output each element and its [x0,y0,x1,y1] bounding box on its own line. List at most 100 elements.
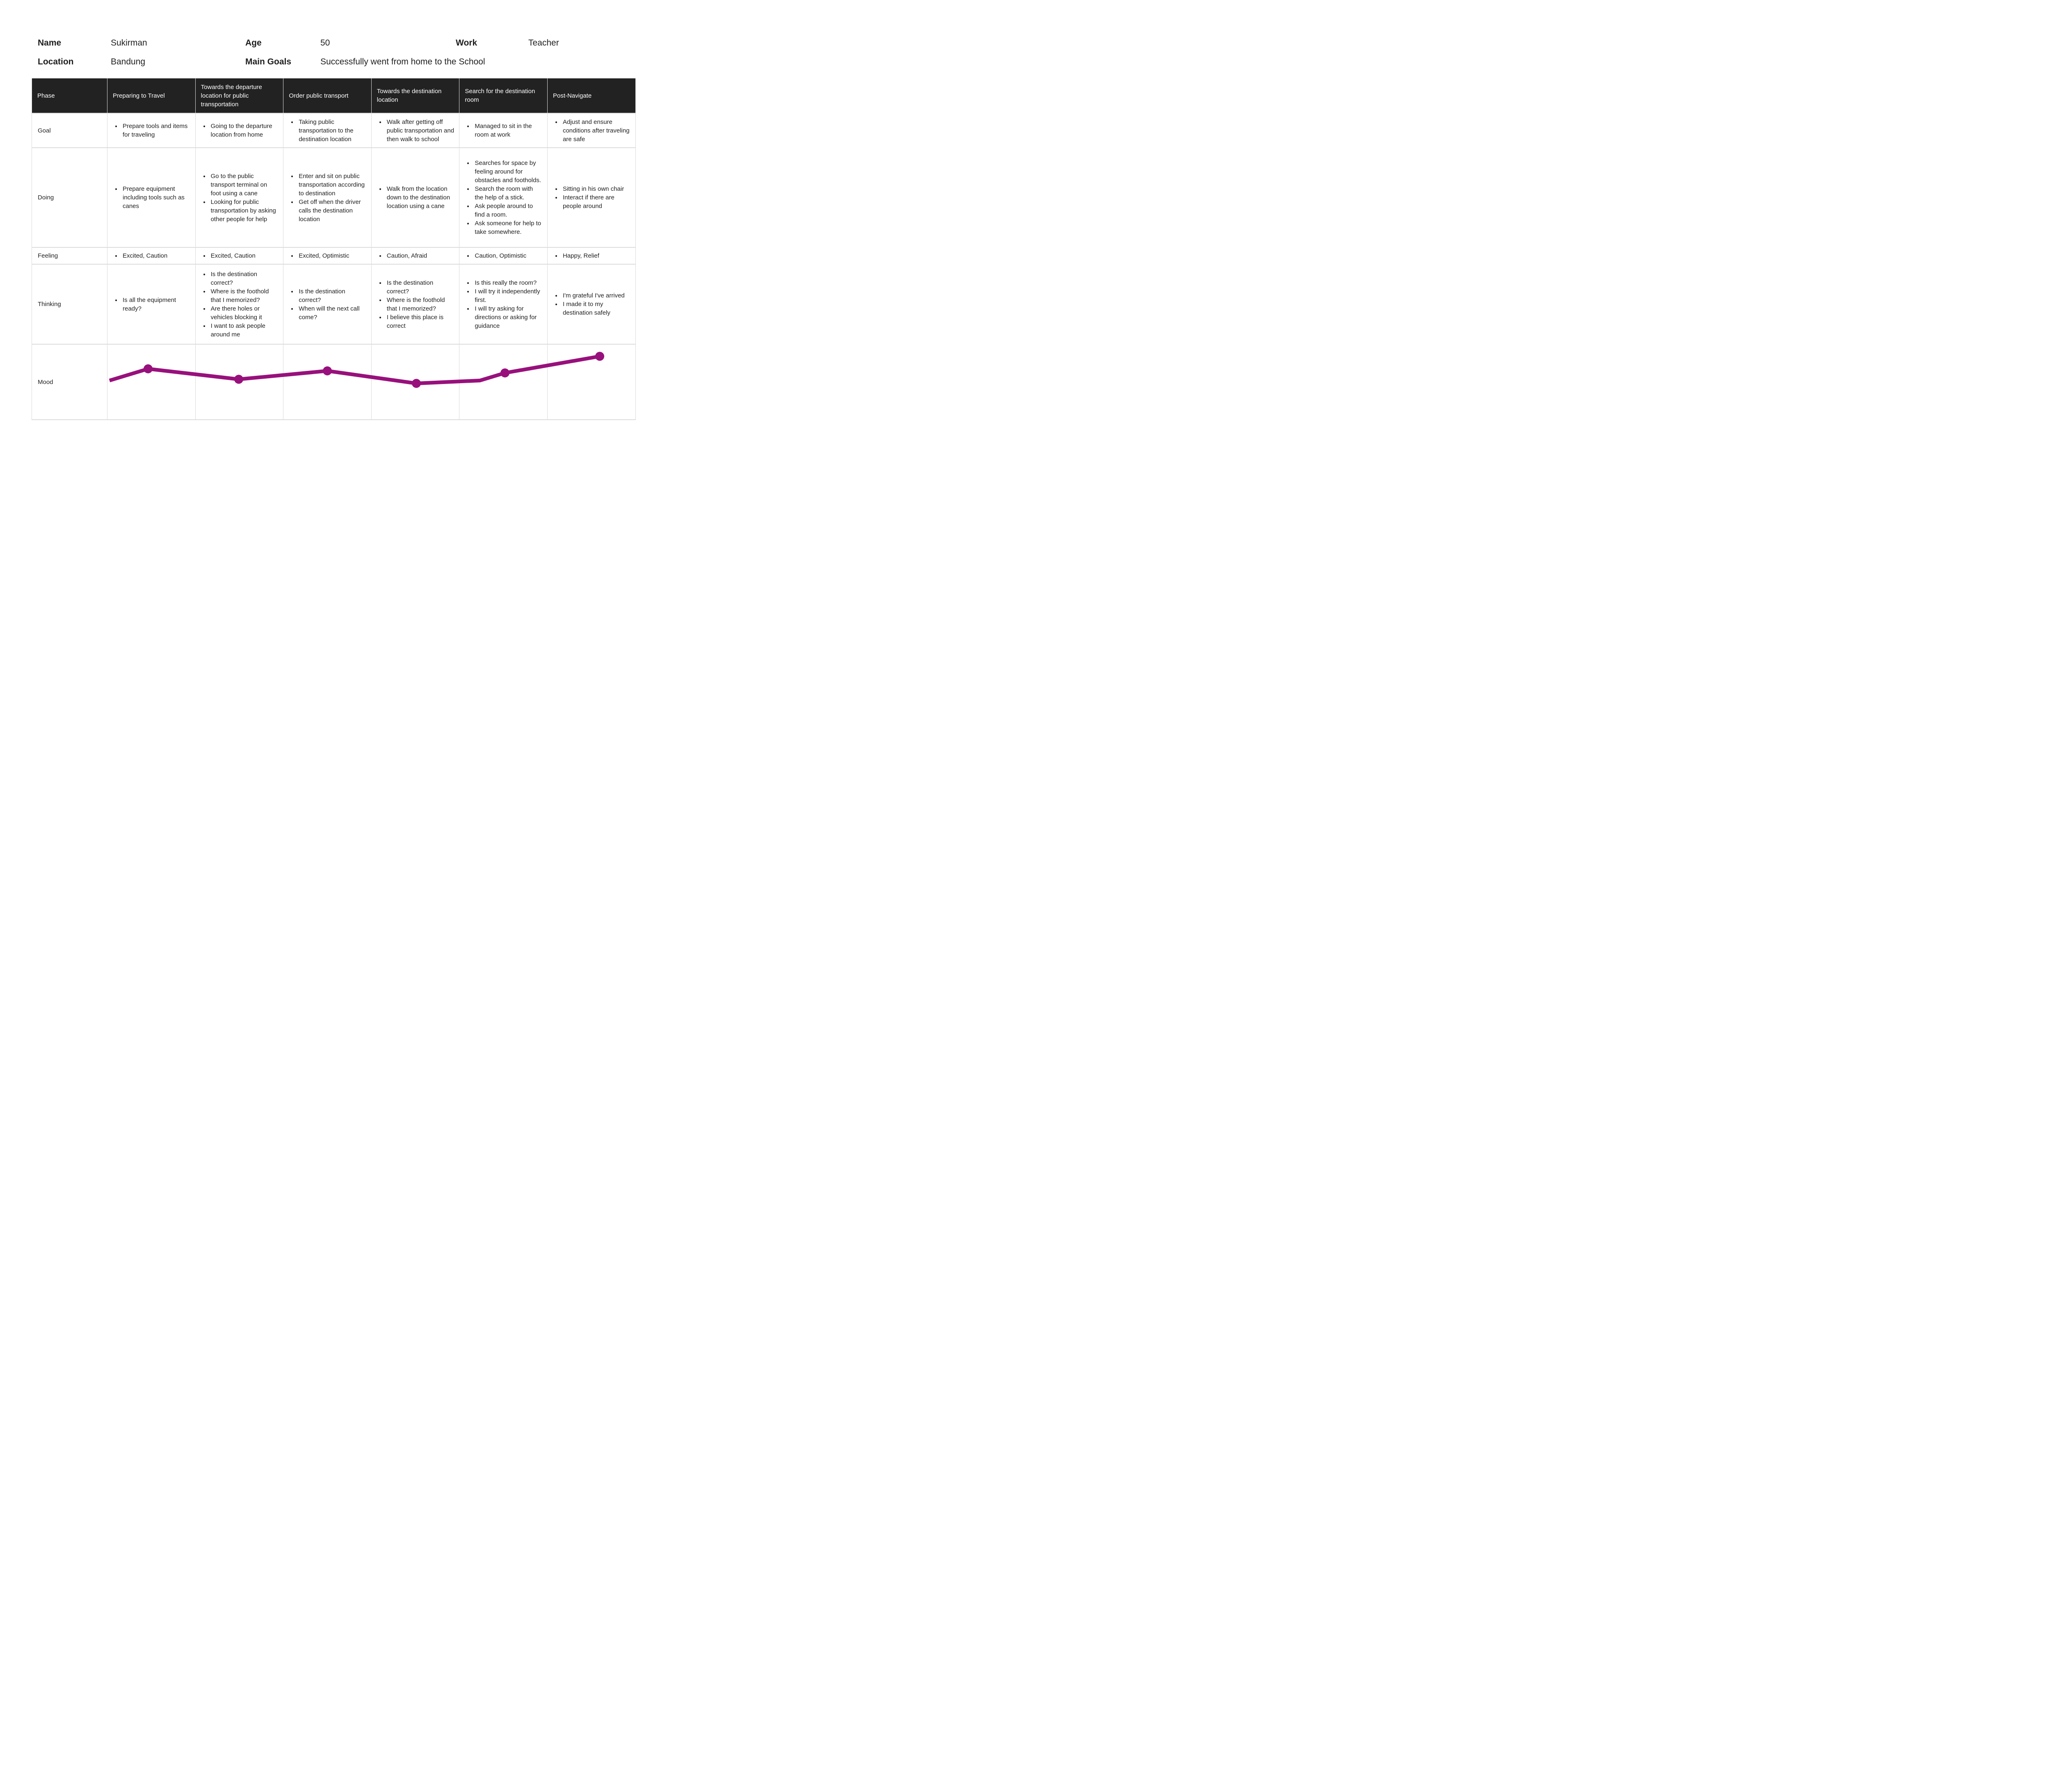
feeling-list-6: Happy, Relief [553,251,630,260]
doing-list-3: Enter and sit on public transportation a… [288,172,366,224]
bullet-item: Prepare tools and items for traveling [121,122,190,139]
bullet-item: Enter and sit on public transportation a… [297,172,366,198]
doing-cell: Enter and sit on public transportation a… [283,147,372,248]
feeling-cell: Excited, Caution [107,247,196,265]
main-goals-value: Successfully went from home to the Schoo… [320,57,485,66]
doing-cell: Walk from the location down to the desti… [371,147,460,248]
mood-row-label: Mood [32,344,107,420]
bullet-item: Excited, Caution [121,251,190,260]
doing-cell: Searches for space by feeling around for… [459,147,548,248]
thinking-cell: Is the destination correct?When will the… [283,264,372,345]
goal-list-2: Going to the departure location from hom… [201,122,279,139]
doing-row: Doing Prepare equipment including tools … [32,147,636,248]
bullet-item: Excited, Caution [210,251,279,260]
mood-row: Mood [32,344,636,420]
phase-header-preparing: Preparing to Travel [107,78,196,114]
goal-list-5: Managed to sit in the room at work [464,122,542,139]
bullet-item: Interact if there are people around [562,193,630,210]
phase-header-post: Post-Navigate [547,78,636,114]
goal-list-4: Walk after getting off public transporta… [377,118,455,144]
bullet-item: I'm grateful I've arrived [562,291,630,300]
doing-list-2: Go to the public transport terminal on f… [201,172,279,224]
bullet-item: Excited, Optimistic [297,251,366,260]
feeling-list-1: Excited, Caution [112,251,190,260]
thinking-cell: Is the destination correct?Where is the … [371,264,460,345]
phase-header-departure: Towards the departure location for publi… [195,78,284,114]
thinking-list-5: Is this really the room?I will try it in… [464,279,542,330]
mood-cell [283,344,372,420]
bullet-item: Search the room with the help of a stick… [473,185,542,202]
doing-list-1: Prepare equipment including tools such a… [112,185,190,210]
bullet-item: Searches for space by feeling around for… [473,159,542,185]
age-label: Age [245,38,262,48]
bullet-item: I will try it independently first. [473,287,542,304]
thinking-row: Thinking Is all the equipment ready? Is … [32,264,636,345]
doing-list-5: Searches for space by feeling around for… [464,159,542,236]
persona-info-block: Name Sukirman Age 50 Work Teacher Locati… [38,36,641,69]
bullet-item: Is all the equipment ready? [121,296,190,313]
bullet-item: Walk after getting off public transporta… [386,118,455,144]
journey-map-table: Phase Preparing to Travel Towards the de… [32,78,636,420]
thinking-cell: Is all the equipment ready? [107,264,196,345]
location-label: Location [38,57,74,66]
bullet-item: Get off when the driver calls the destin… [297,198,366,224]
bullet-item: When will the next call come? [297,304,366,322]
goal-row-label: Goal [32,113,107,148]
doing-row-label: Doing [32,147,107,248]
bullet-item: Prepare equipment including tools such a… [121,185,190,210]
feeling-list-2: Excited, Caution [201,251,279,260]
thinking-row-label: Thinking [32,264,107,345]
thinking-list-6: I'm grateful I've arrivedI made it to my… [553,291,630,317]
goal-cell: Walk after getting off public transporta… [371,113,460,148]
phase-header-order: Order public transport [283,78,372,114]
phase-header-room: Search for the destination room [459,78,548,114]
goal-cell: Going to the departure location from hom… [195,113,284,148]
bullet-item: Is the destination correct? [210,270,279,287]
thinking-cell: Is this really the room?I will try it in… [459,264,548,345]
phase-header-row: Phase Preparing to Travel Towards the de… [32,78,636,114]
bullet-item: I will try asking for directions or aski… [473,304,542,330]
thinking-cell: I'm grateful I've arrivedI made it to my… [547,264,636,345]
goal-cell: Prepare tools and items for traveling [107,113,196,148]
name-label: Name [38,38,62,48]
bullet-item: Ask someone for help to take somewhere. [473,219,542,236]
mood-cell [459,344,548,420]
bullet-item: Managed to sit in the room at work [473,122,542,139]
doing-list-6: Sitting in his own chairInteract if ther… [553,185,630,210]
goal-cell: Managed to sit in the room at work [459,113,548,148]
mood-cell [107,344,196,420]
bullet-item: Walk from the location down to the desti… [386,185,455,210]
feeling-cell: Caution, Optimistic [459,247,548,265]
phase-header-destination: Towards the destination location [371,78,460,114]
persona-info-row-1: Name Sukirman Age 50 Work Teacher [38,36,641,50]
feeling-list-3: Excited, Optimistic [288,251,366,260]
bullet-item: Happy, Relief [562,251,630,260]
bullet-item: Looking for public transportation by ask… [210,198,279,224]
feeling-row-label: Feeling [32,247,107,265]
feeling-cell: Happy, Relief [547,247,636,265]
bullet-item: Go to the public transport terminal on f… [210,172,279,198]
phase-corner-header: Phase [32,78,107,114]
thinking-list-2: Is the destination correct?Where is the … [201,270,279,339]
bullet-item: Going to the departure location from hom… [210,122,279,139]
goal-list-6: Adjust and ensure conditions after trave… [553,118,630,144]
work-label: Work [456,38,477,48]
location-value: Bandung [111,57,146,66]
thinking-list-1: Is all the equipment ready? [112,296,190,313]
doing-cell: Go to the public transport terminal on f… [195,147,284,248]
bullet-item: Is the destination correct? [297,287,366,304]
age-value: 50 [320,38,330,48]
feeling-list-4: Caution, Afraid [377,251,455,260]
bullet-item: I want to ask people around me [210,322,279,339]
bullet-item: Is the destination correct? [386,279,455,296]
goal-list-1: Prepare tools and items for traveling [112,122,190,139]
persona-info-row-2: Location Bandung Main Goals Successfully… [38,55,641,69]
thinking-list-4: Is the destination correct?Where is the … [377,279,455,330]
mood-cell [371,344,460,420]
feeling-cell: Caution, Afraid [371,247,460,265]
feeling-cell: Excited, Optimistic [283,247,372,265]
thinking-cell: Is the destination correct?Where is the … [195,264,284,345]
bullet-item: Sitting in his own chair [562,185,630,193]
bullet-item: Caution, Optimistic [473,251,542,260]
name-value: Sukirman [111,38,147,48]
